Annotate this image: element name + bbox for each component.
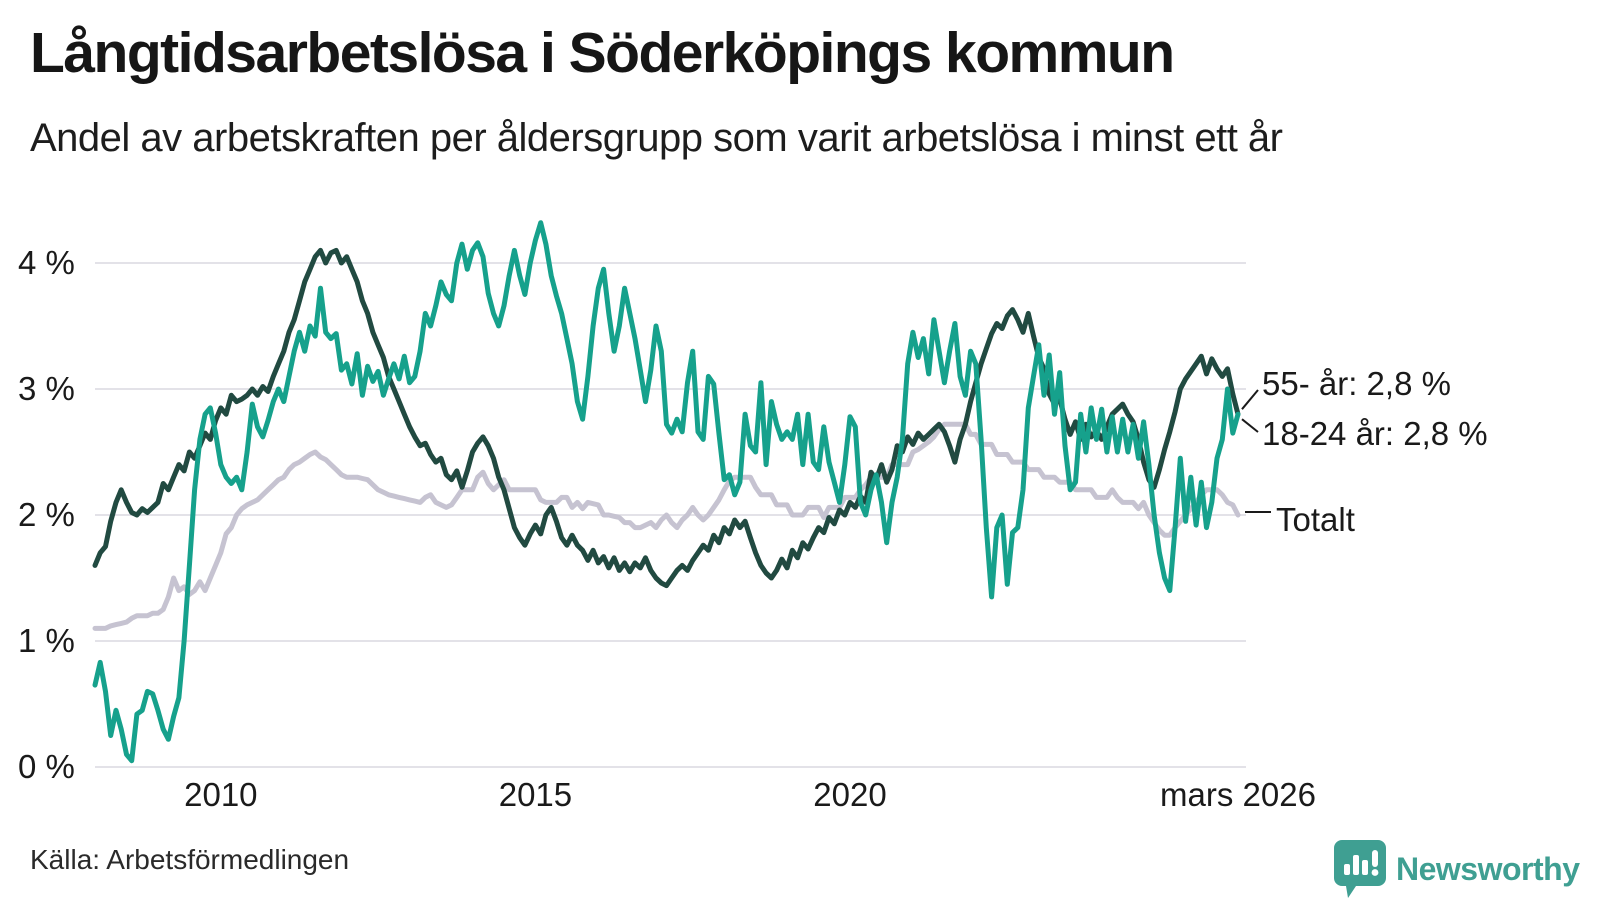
x-axis-label: 2020 — [813, 776, 887, 813]
series-end-label-55-ar: 55- år: 2,8 % — [1262, 365, 1451, 402]
y-axis-label: 4 % — [18, 244, 75, 281]
chart-title: Långtidsarbetslösa i Söderköpings kommun — [30, 21, 1175, 85]
series-line-u1824 — [92, 220, 1241, 764]
brand-wordmark: Newsworthy — [1396, 850, 1580, 887]
newsworthy-logo: Newsworthy — [1334, 840, 1580, 898]
x-axis-label: 2015 — [498, 776, 573, 813]
chart-subtitle: Andel av arbetskraften per åldersgrupp s… — [30, 116, 1283, 160]
y-axis-label: 3 % — [18, 370, 75, 407]
series-end-label-18-24-ar: 18-24 år: 2,8 % — [1262, 415, 1488, 452]
label-leader-line — [1241, 418, 1259, 433]
series-line-total — [92, 421, 1241, 631]
x-axis-label: 2010 — [184, 776, 258, 813]
x-axis-label: mars 2026 — [1160, 776, 1316, 813]
y-axis-label: 1 % — [18, 622, 75, 659]
source-note: Källa: Arbetsförmedlingen — [30, 844, 350, 875]
series-end-label-totalt: Totalt — [1276, 501, 1355, 538]
y-axis-label: 0 % — [18, 748, 75, 785]
label-leader-line — [1241, 389, 1259, 410]
y-axis-label: 2 % — [18, 496, 75, 533]
logo-bubble-icon — [1334, 840, 1386, 898]
